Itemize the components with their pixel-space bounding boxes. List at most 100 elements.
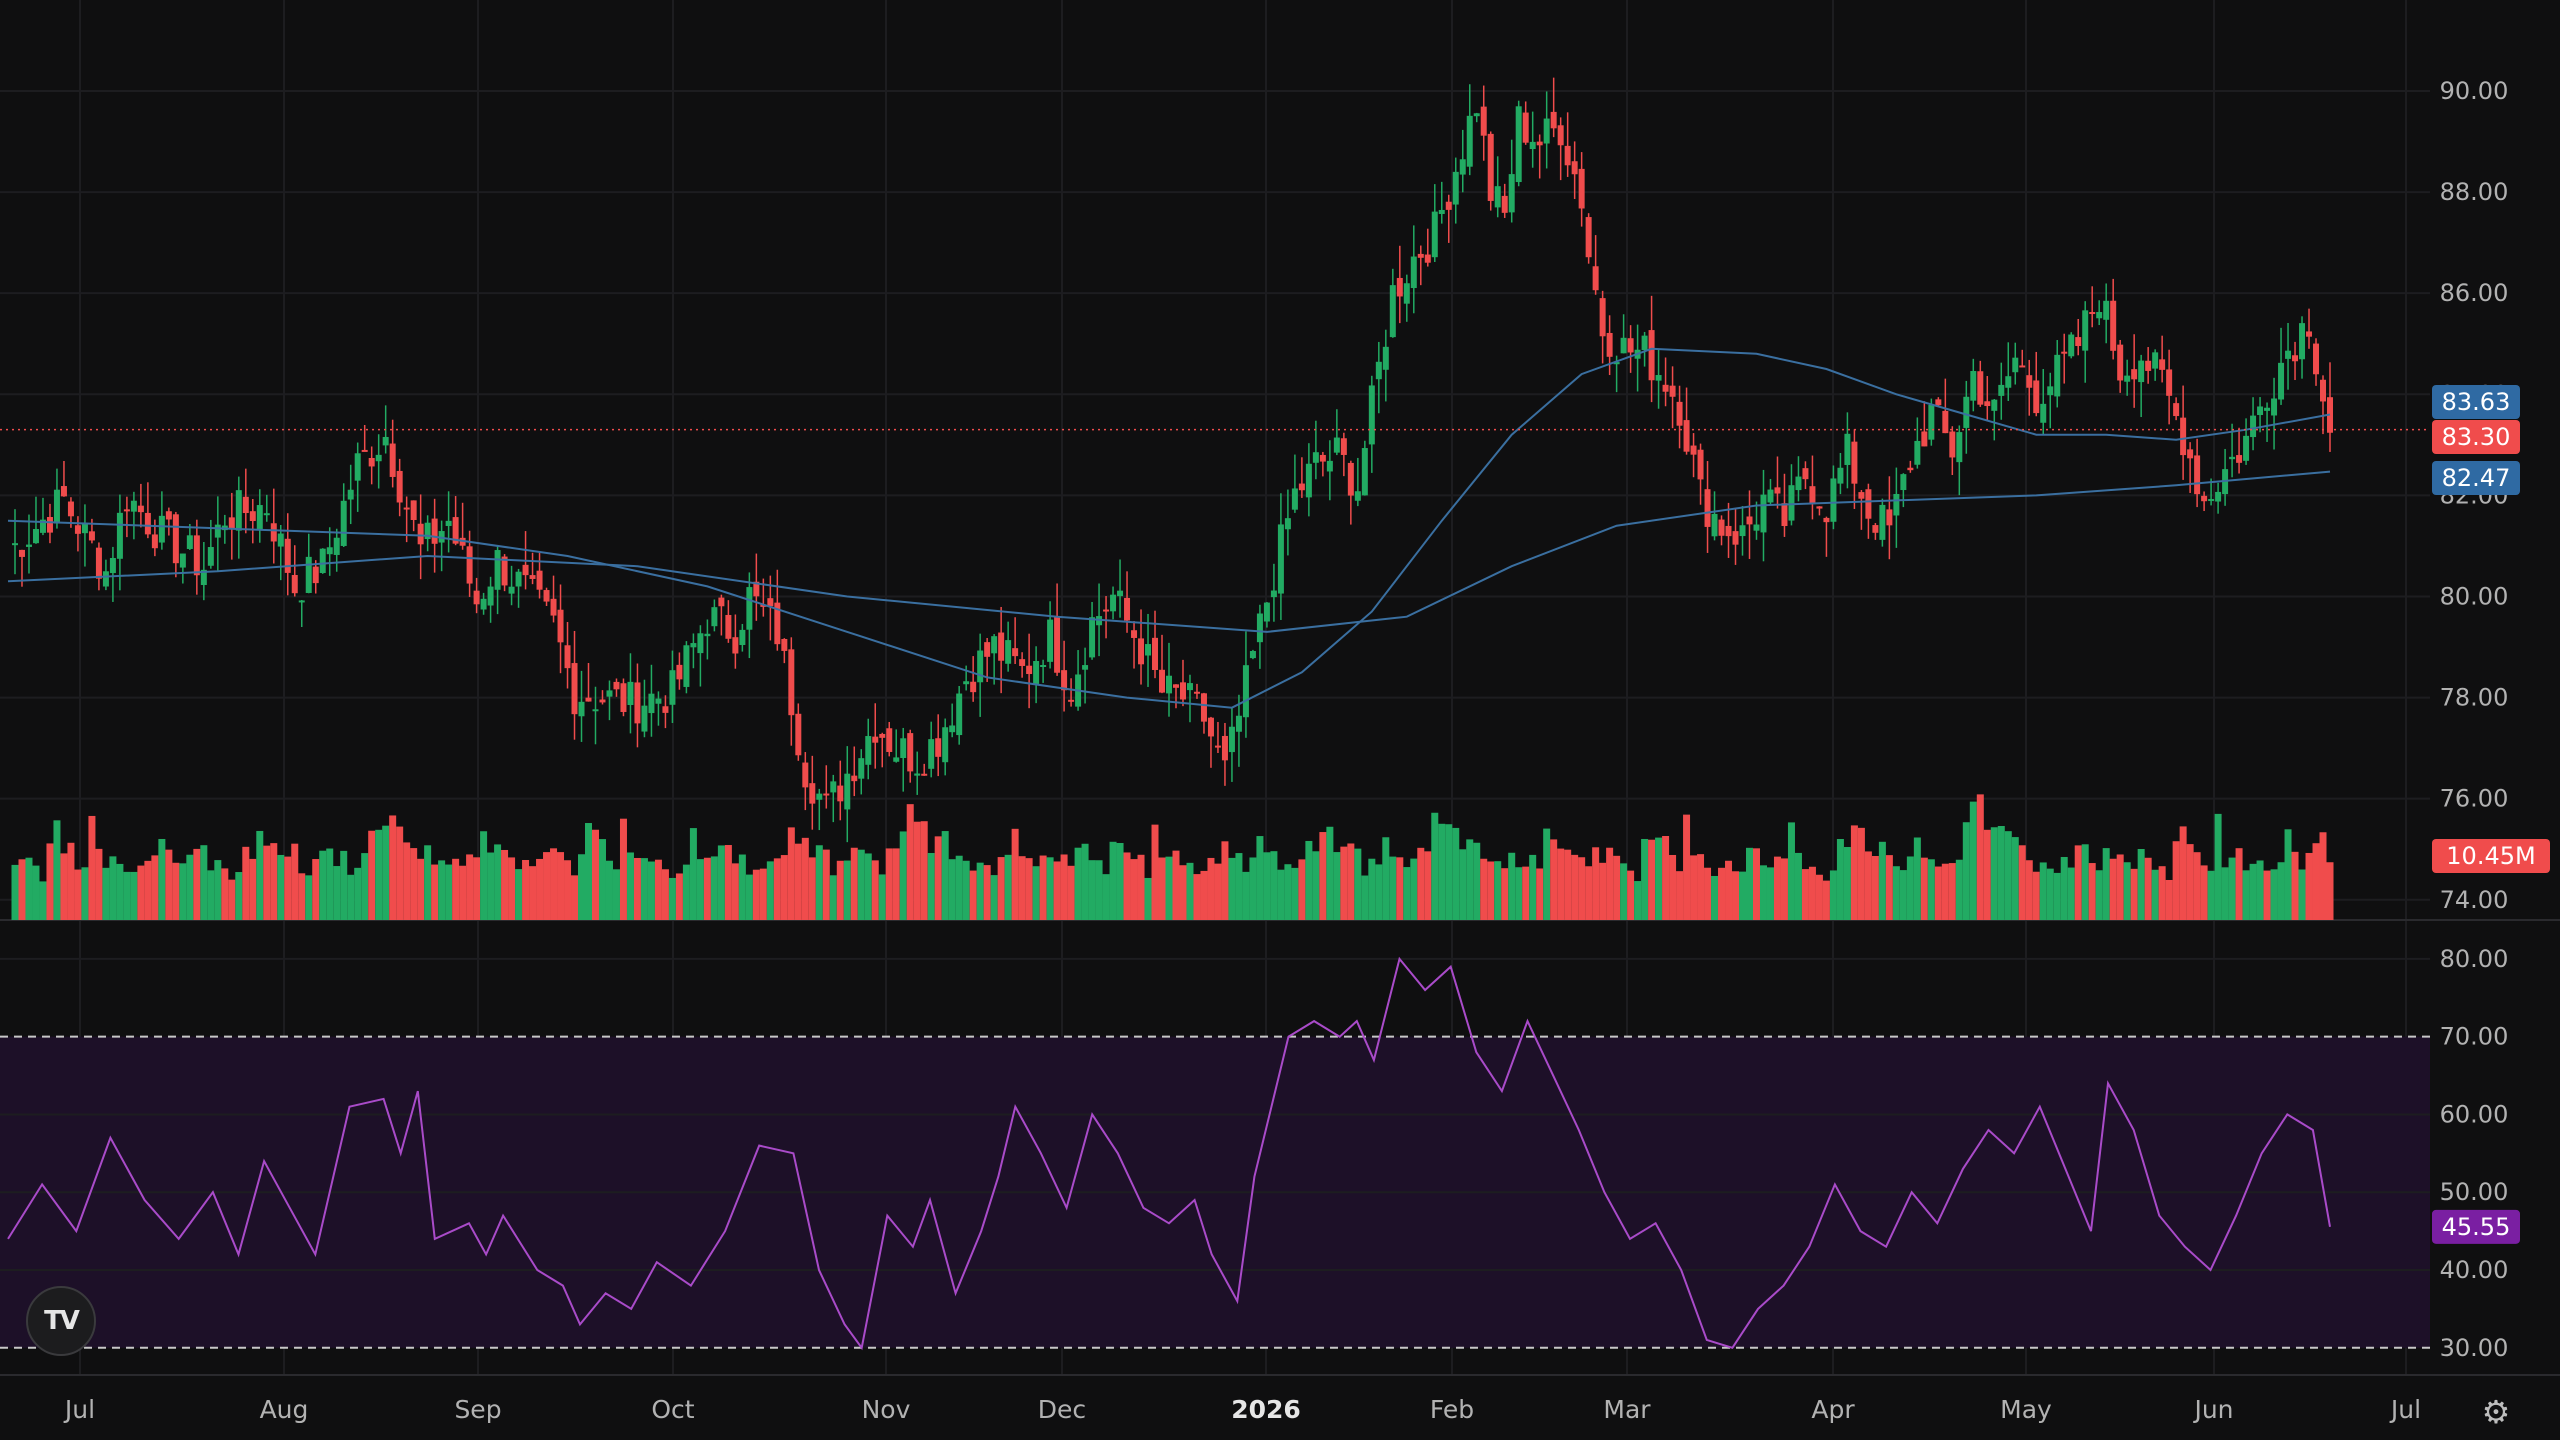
volume-bar: [340, 850, 348, 920]
candle-body: [2166, 369, 2173, 396]
candle-body: [1977, 371, 1984, 405]
candle-body: [144, 512, 151, 535]
candle-body: [1676, 401, 1683, 426]
volume-bar: [2067, 867, 2075, 920]
volume-bar: [843, 860, 851, 920]
price-tick-label: 90.00: [2440, 77, 2509, 105]
candle-body: [74, 525, 81, 534]
volume-bar: [2242, 870, 2250, 920]
candle-body: [2264, 407, 2271, 411]
candle-body: [1103, 609, 1110, 612]
candle-body: [1117, 590, 1124, 597]
tradingview-logo-icon[interactable]: TV: [26, 1286, 96, 1356]
volume-bar: [102, 867, 110, 920]
candle-body: [2180, 417, 2187, 456]
candle-body: [270, 523, 277, 542]
volume-bar: [1864, 851, 1872, 920]
volume-bar: [1948, 863, 1956, 920]
volume-bar: [1347, 843, 1355, 920]
volume-bar: [2193, 852, 2201, 920]
candle-body: [795, 713, 802, 756]
volume-bar: [571, 875, 579, 920]
candle-body: [2173, 403, 2180, 417]
volume-bar: [1193, 874, 1201, 920]
volume-bar: [1109, 841, 1117, 920]
volume-bar: [1662, 835, 1670, 920]
volume-bar: [2256, 860, 2264, 920]
volume-bar: [647, 861, 655, 920]
candle-body: [956, 693, 963, 736]
candle-body: [1124, 597, 1131, 621]
candle-body: [81, 523, 88, 534]
candle-body: [1984, 401, 1991, 407]
volume-bar: [2277, 862, 2285, 920]
volume-bar: [913, 821, 921, 920]
volume-bar: [1822, 880, 1830, 920]
candle-body: [1326, 460, 1333, 472]
volume-bar: [2291, 851, 2299, 920]
volume-bar: [2207, 870, 2215, 920]
volume-bar: [1298, 859, 1306, 920]
volume-bar: [361, 853, 369, 920]
volume-bar: [1256, 836, 1264, 920]
volume-bar: [794, 843, 802, 920]
time-tick-label: Oct: [651, 1395, 694, 1424]
candle-body: [1529, 141, 1536, 150]
volume-bar: [661, 869, 669, 920]
candle-body: [634, 682, 641, 724]
candle-body: [2117, 344, 2124, 381]
candle-body: [879, 733, 886, 738]
volume-bar: [2144, 857, 2152, 920]
volume-bar: [326, 848, 334, 920]
candle-body: [1851, 441, 1858, 484]
volume-bar: [1060, 854, 1068, 920]
volume-bar: [95, 848, 103, 920]
volume-bar: [382, 825, 390, 920]
candle-body: [2152, 352, 2159, 369]
candle-body: [1585, 217, 1592, 258]
volume-bar: [1137, 854, 1145, 920]
candle-body: [1256, 613, 1263, 643]
volume-bar: [2228, 857, 2236, 920]
candle-body: [1592, 266, 1599, 291]
candle-body: [424, 522, 431, 540]
candle-body: [1718, 519, 1725, 536]
volume-bar: [158, 838, 166, 920]
candle-body: [2194, 455, 2201, 495]
volume-bar: [1892, 866, 1900, 920]
volume-bar: [375, 829, 383, 920]
candle-body: [1207, 717, 1214, 737]
volume-bar: [906, 804, 914, 920]
candle-body: [361, 449, 368, 452]
volume-bar: [522, 859, 530, 920]
candle-body: [235, 490, 242, 531]
candle-body: [921, 773, 928, 776]
candle-body: [2138, 360, 2145, 383]
candle-body: [46, 517, 53, 533]
last-price-label-bg: [2432, 420, 2520, 454]
candle-body: [1571, 161, 1578, 175]
volume-bar: [1305, 840, 1313, 920]
volume-bar: [67, 842, 75, 920]
candle-body: [193, 535, 200, 576]
settings-gear-icon[interactable]: ⚙: [2481, 1393, 2511, 1431]
volume-bar: [333, 866, 341, 920]
volume-bar: [1543, 828, 1551, 920]
candle-body: [368, 458, 375, 467]
candle-body: [641, 705, 648, 732]
volume-bar: [1116, 842, 1124, 920]
candle-body: [578, 701, 585, 717]
candle-body: [788, 649, 795, 716]
volume-bar: [1850, 825, 1858, 920]
candle-body: [1809, 486, 1816, 505]
volume-bar: [179, 863, 187, 920]
price-tick-label: 74.00: [2440, 886, 2509, 914]
volume-bar: [591, 829, 599, 920]
volume-bar: [990, 875, 998, 920]
volume-bar: [354, 867, 362, 920]
volume-bar: [633, 857, 641, 920]
volume-bar: [319, 850, 327, 920]
volume-bar: [668, 877, 676, 920]
candle-body: [676, 664, 683, 680]
